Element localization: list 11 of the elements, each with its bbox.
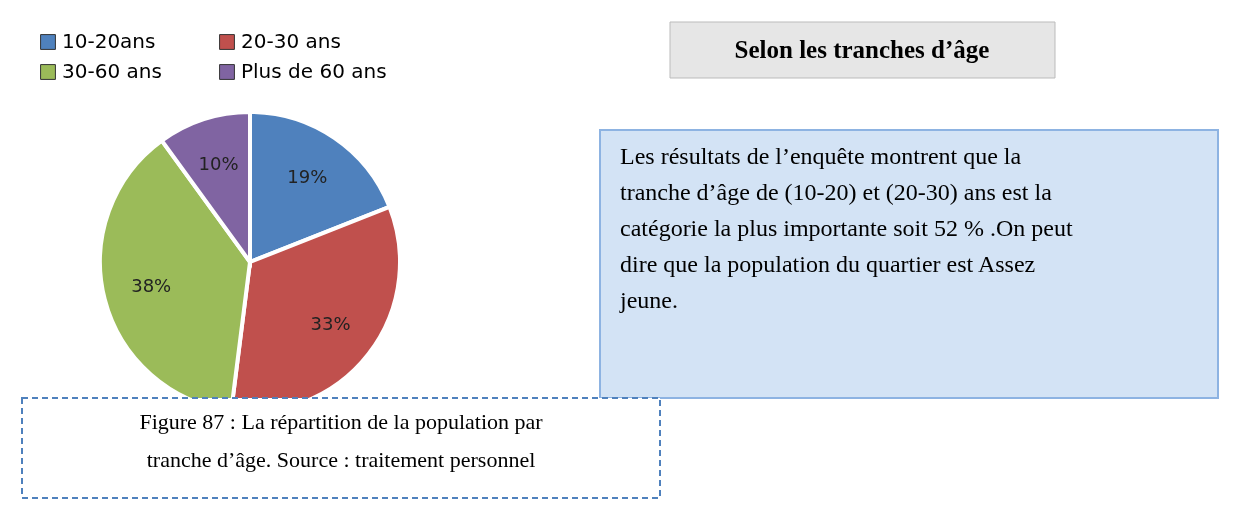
text: Les résultats de l’enquête montrent que la tranche d’âge de (10-20) et (20-30) ans est la catégorie la plus importante soit 52 % .On peut dire que la population du quartier est Assez jeune. xyxy=(619,143,1073,313)
legend-label: 30-60 ans xyxy=(62,59,162,83)
caption: Figure 87 : La répartition de la population par tranche d’âge. Source : traitement personnel xyxy=(139,409,544,472)
legend-label: 10-20ans xyxy=(62,29,156,53)
data-label: 33% xyxy=(310,312,351,334)
text: Selon les tranches d’âge xyxy=(734,36,990,63)
legend-label: Plus de 60 ans xyxy=(241,59,387,83)
data-label: 19% xyxy=(287,165,328,187)
data-label: 38% xyxy=(131,275,172,297)
data-label: 10% xyxy=(198,152,239,174)
legend-label: 20-30 ans xyxy=(241,29,341,53)
